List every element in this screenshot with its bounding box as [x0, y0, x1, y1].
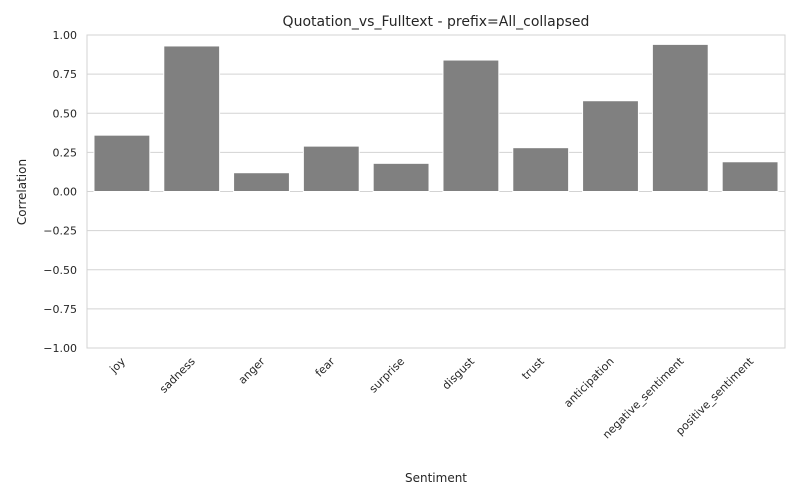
y-tick-label: −1.00: [43, 342, 77, 355]
bar-surprise: [372, 162, 430, 193]
x-tick-label: trust: [519, 354, 547, 382]
bar-positive-sentiment: [721, 161, 779, 192]
chart-title: Quotation_vs_Fulltext - prefix=All_colla…: [283, 14, 590, 30]
bar-joy: [93, 134, 151, 193]
y-tick-label: −0.50: [43, 264, 77, 277]
y-tick-label: 0.50: [53, 107, 78, 120]
x-tick-label: sadness: [157, 355, 198, 396]
x-tick-label: disgust: [440, 354, 478, 392]
x-tick-label: anticipation: [561, 355, 616, 410]
x-tick-label: fear: [313, 355, 338, 380]
x-tick-label: joy: [107, 355, 129, 377]
y-tick-labels: −1.00 −0.75 −0.50 −0.25 0.00 0.25 0.50 0.75 1.00: [43, 29, 77, 355]
bar-fear: [302, 145, 360, 193]
bar-negative-sentiment: [651, 43, 709, 192]
y-tick-label: 0.75: [53, 68, 78, 81]
bars: [93, 43, 779, 193]
y-tick-label: 1.00: [53, 29, 78, 42]
x-tick-label: surprise: [367, 355, 408, 396]
y-tick-label: −0.25: [43, 225, 77, 238]
bar-anticipation: [582, 100, 639, 192]
y-tick-label: 0.00: [53, 186, 78, 199]
x-tick-label: anger: [236, 355, 268, 387]
x-tick-labels: joy sadness anger fear surprise disgust trust a…: [107, 354, 757, 441]
y-tick-label: −0.75: [43, 303, 77, 316]
bar-sadness: [163, 45, 221, 192]
bar-disgust: [442, 59, 500, 193]
y-tick-label: 0.25: [53, 146, 78, 159]
bar-anger: [233, 172, 290, 193]
bar-trust: [512, 147, 570, 192]
x-tick-label: positive_sentiment: [673, 354, 756, 437]
plot-frame: [86, 34, 786, 349]
x-axis-label: Sentiment: [405, 471, 467, 485]
y-axis-label: Correlation: [15, 159, 29, 225]
